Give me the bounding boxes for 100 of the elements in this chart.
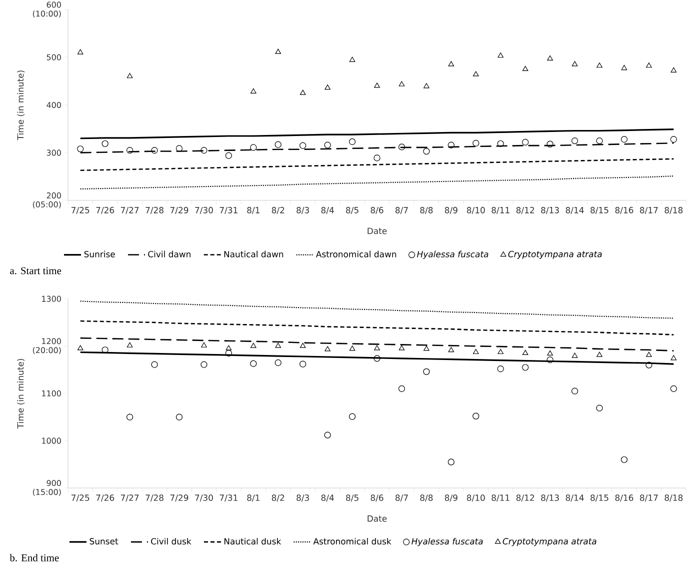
x-tick-label: 8/1 [247,494,260,502]
point [497,366,504,372]
point [670,385,677,392]
point [374,355,380,362]
x-tick-label: 7/26 [96,494,114,502]
x-tick-label: 8/18 [664,494,683,502]
x-tick-label: 8/7 [395,494,408,502]
x-tick-label: 8/3 [296,494,309,502]
legend-label: Nautical dawn [224,250,284,258]
x-tick-label: 7/29 [170,206,188,214]
point [200,361,208,368]
point [300,360,306,368]
legend-label: Cryptotympana atrata [508,250,602,259]
point [646,62,652,68]
point [670,67,677,72]
point [176,145,183,152]
point [522,138,529,146]
point [448,61,454,66]
point [571,137,578,144]
point [472,71,479,76]
point [572,352,578,358]
point [472,348,479,354]
point [274,359,282,366]
point [324,84,330,90]
point [670,136,677,143]
x-tick-label: 8/13 [541,494,559,502]
point [498,52,504,58]
point [374,345,380,350]
point [546,356,554,364]
legend-label: Sunrise [84,250,115,258]
point [77,146,84,152]
x-tick-label: 8/5 [346,494,358,502]
y-axis-title: Time (in minute) [17,70,25,140]
point [77,49,84,54]
x-tick-label: 8/1 [247,206,260,214]
x-tick-label: 7/31 [220,206,238,214]
y-axis-title: Time (in minute) [17,358,25,429]
point [423,368,430,375]
x-tick-label: 8/11 [492,494,510,502]
point [472,140,480,146]
x-tick-label: 8/8 [420,494,433,502]
x-tick-label: 7/27 [120,206,139,214]
x-tick-label: 8/7 [395,206,408,214]
x-tick-label: 8/10 [466,494,485,502]
x-tick-label: 8/12 [516,206,534,214]
point [274,141,282,148]
x-tick-label: 8/8 [420,206,433,214]
x-axis-title: Date [368,228,387,234]
x-tick-label: 8/15 [590,494,608,502]
point [102,140,108,147]
x-tick-label: 8/6 [370,206,384,214]
x-tick-label: 8/3 [296,206,309,214]
point [225,152,232,159]
x-tick-label: 7/25 [72,494,90,502]
point [448,458,454,466]
point [547,55,553,61]
point [348,138,356,146]
point [621,64,628,70]
point [522,66,528,72]
point [126,73,133,78]
x-tick-label: 8/4 [321,494,334,502]
point [250,144,257,151]
point [324,346,330,352]
legend-label: Astronomical dusk [313,538,392,545]
point [225,350,232,356]
x-tick-label: 8/18 [664,206,683,214]
x-tick-label: 7/29 [170,494,188,502]
x-tick-label: 8/4 [321,206,334,214]
point [398,385,406,392]
x-tick-label: 7/27 [120,494,139,502]
point [250,88,256,94]
x-tick-label: 8/17 [640,494,658,502]
point [226,345,232,350]
x-tick-label: 8/12 [516,494,534,502]
point [349,56,356,62]
legend-label: Cryptotympana atrata [502,538,596,546]
x-tick-label: 8/2 [272,494,284,502]
point [497,140,504,147]
x-tick-label: 7/30 [195,494,213,502]
point [620,136,628,143]
x-tick-label: 8/9 [444,206,458,214]
x-tick-label: 8/6 [370,494,384,502]
point [250,360,257,367]
x-tick-label: 8/5 [346,206,358,214]
point [646,362,652,368]
x-tick-label: 8/16 [615,494,634,502]
point [670,355,677,360]
point [448,347,454,352]
point [77,345,84,350]
point [522,350,528,355]
point [126,342,133,348]
legend-label: Nautical dusk [224,538,282,545]
x-tick-label: 8/16 [615,206,634,214]
point [151,361,158,368]
x-tick-label: 8/11 [492,206,510,214]
x-tick-label: 7/25 [72,206,90,214]
x-tick-label: 7/31 [220,494,238,502]
point [596,137,603,144]
x-tick-label: 8/2 [272,206,284,214]
point [546,140,554,148]
